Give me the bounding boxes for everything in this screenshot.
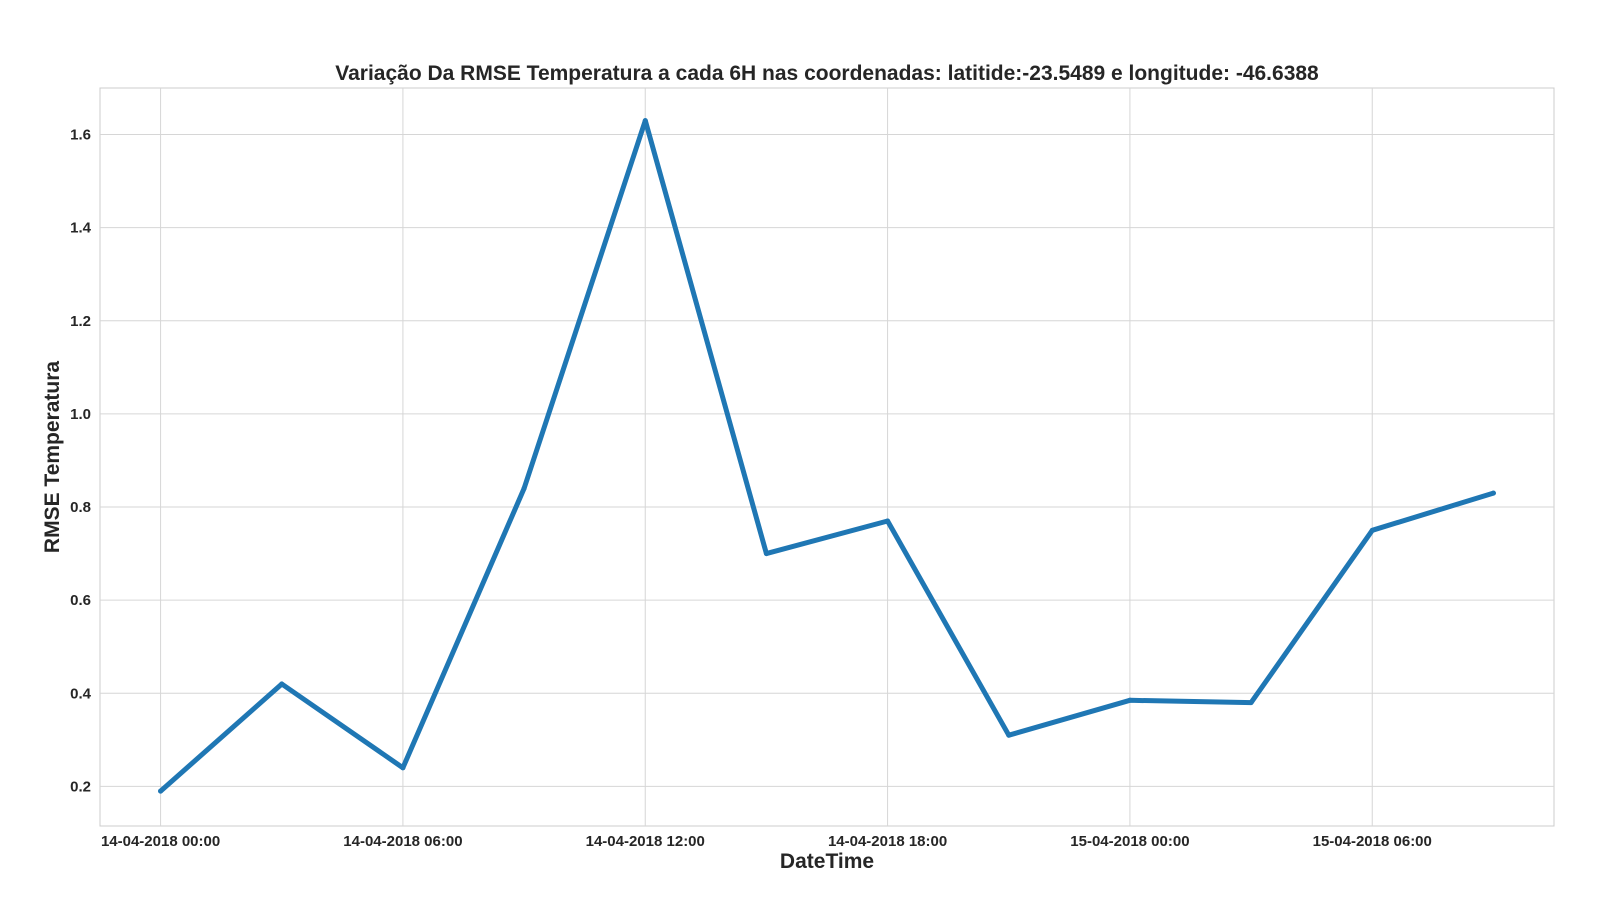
x-tick-labels: 14-04-2018 00:00 14-04-2018 06:00 14-04-20… [101,833,1432,850]
y-tick-label: 0.4 [70,685,92,702]
plot-area [99,87,1555,827]
data-point [1490,490,1496,496]
y-tick-labels: 0.2 0.4 0.6 0.8 1.0 1.2 1.4 1.6 [70,127,92,796]
data-point [642,118,648,124]
y-tick-label: 0.8 [70,499,91,516]
data-point [400,765,406,771]
series-layer [158,118,1496,794]
x-tick-label: 15-04-2018 06:00 [1313,833,1432,850]
y-tick-label: 1.4 [70,220,92,237]
data-point [1369,527,1375,533]
y-tick-label: 0.6 [70,592,91,609]
y-axis-label: RMSE Temperatura [41,361,64,553]
data-point [521,485,527,491]
data-point [885,518,891,524]
chart-title: Variação Da RMSE Temperatura a cada 6H n… [335,62,1319,85]
data-point [1006,732,1012,738]
x-tick-label: 14-04-2018 06:00 [343,833,462,850]
x-tick-label: 15-04-2018 00:00 [1070,833,1189,850]
series-line [158,118,1496,794]
x-tick-label: 14-04-2018 00:00 [101,833,220,850]
y-tick-label: 1.6 [70,127,91,144]
y-tick-label: 1.2 [70,313,91,330]
x-axis-label: DateTime [780,850,874,873]
data-point [763,551,769,557]
x-tick-label: 14-04-2018 12:00 [586,833,705,850]
y-tick-label: 0.2 [70,778,91,795]
data-point [1248,700,1254,706]
data-point [1127,697,1133,703]
horizontal-gridlines [100,134,1554,787]
x-tick-label: 14-04-2018 18:00 [828,833,947,850]
y-tick-label: 1.0 [70,406,91,423]
vertical-gridlines [160,88,1373,826]
data-point [279,681,285,687]
data-point [158,788,164,794]
